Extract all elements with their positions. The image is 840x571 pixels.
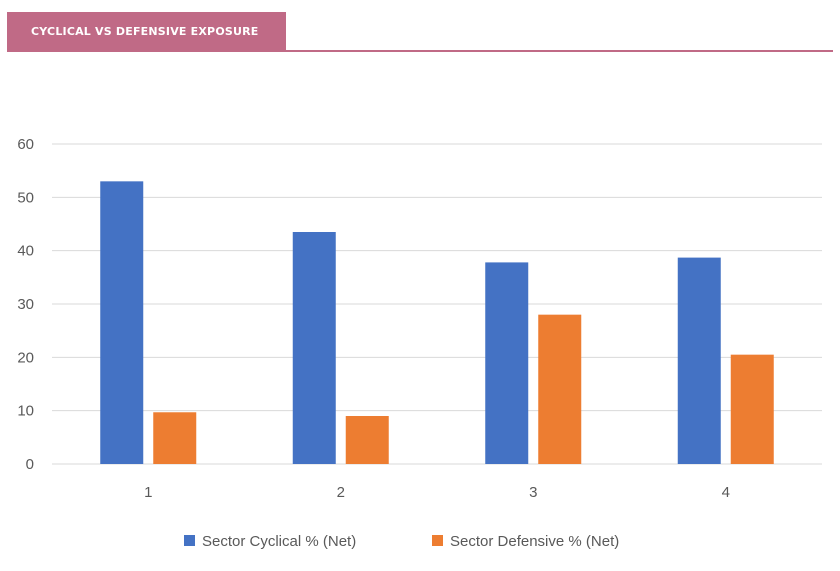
y-tick-label: 10 — [17, 403, 34, 420]
y-tick-label: 30 — [17, 296, 34, 313]
section-title: CYCLICAL VS DEFENSIVE EXPOSURE — [31, 25, 259, 38]
x-tick-label: 4 — [722, 484, 730, 501]
legend-label-defensive: Sector Defensive % (Net) — [450, 533, 619, 550]
y-tick-label: 0 — [26, 456, 34, 473]
y-tick-label: 50 — [17, 189, 34, 206]
cyclical-bar — [485, 262, 529, 464]
x-tick-label: 1 — [144, 484, 152, 501]
legend-swatch-cyclical — [184, 535, 195, 546]
defensive-bar — [153, 412, 197, 464]
y-tick-label: 40 — [17, 243, 34, 260]
defensive-bar — [345, 416, 389, 464]
cyclical-bar — [100, 181, 144, 465]
cyclical-bar — [292, 232, 336, 464]
section-title-tab: CYCLICAL VS DEFENSIVE EXPOSURE — [7, 12, 286, 51]
x-tick-label: 3 — [529, 484, 537, 501]
legend-label-cyclical: Sector Cyclical % (Net) — [202, 533, 356, 550]
x-axis-ticks: 1 2 3 4 — [144, 484, 730, 501]
legend-swatch-defensive — [432, 535, 443, 546]
bars — [100, 181, 774, 465]
legend: Sector Cyclical % (Net) Sector Defensive … — [184, 533, 619, 550]
defensive-bar — [730, 354, 774, 464]
defensive-bar — [538, 314, 582, 464]
y-tick-label: 20 — [17, 349, 34, 366]
x-tick-label: 2 — [337, 484, 345, 501]
y-axis-ticks: 0 10 20 30 40 50 60 — [17, 136, 34, 473]
y-tick-label: 60 — [17, 136, 34, 153]
cyclical-bar — [677, 257, 721, 464]
header-divider — [7, 50, 833, 52]
